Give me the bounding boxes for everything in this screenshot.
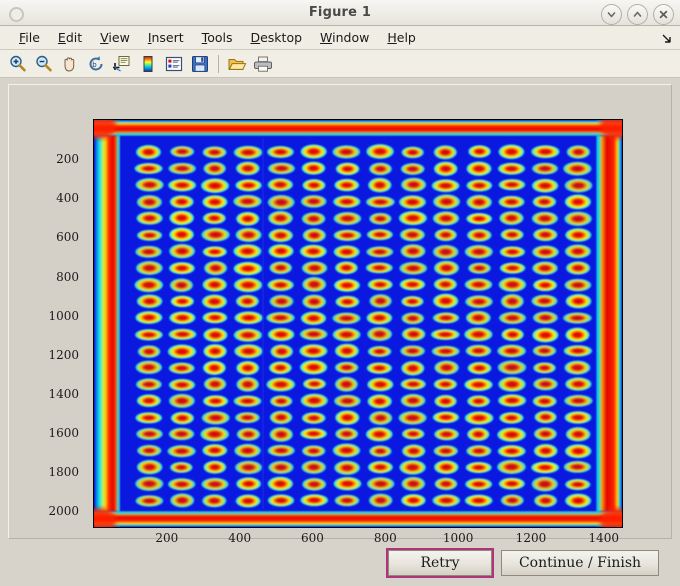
y-tick-label: 1600 [48, 426, 79, 441]
y-tick-label: 1800 [48, 465, 79, 480]
legend-icon[interactable] [162, 52, 186, 76]
x-tick-label: 200 [155, 531, 179, 545]
x-axis-tick-labels: 200 400 600 800 1000 1200 1400 [93, 529, 623, 549]
print-icon[interactable] [251, 52, 275, 76]
y-tick-label: 2000 [48, 504, 79, 519]
menu-desktop[interactable]: Desktop [250, 30, 303, 45]
y-tick-label: 1200 [48, 347, 79, 362]
zoom-in-icon[interactable] [6, 52, 30, 76]
rotate-3d-icon[interactable]: b [84, 52, 108, 76]
menu-list: File Edit View Insert Tools Desktop Wind… [10, 26, 425, 50]
app-circle-icon [9, 7, 24, 22]
retry-button[interactable]: Retry [386, 548, 494, 578]
x-tick-label: 1200 [515, 531, 547, 545]
x-tick-label: 400 [228, 531, 252, 545]
zoom-out-icon[interactable] [32, 52, 56, 76]
menu-view[interactable]: View [100, 30, 130, 45]
heatmap-axes[interactable] [93, 119, 623, 528]
menu-window[interactable]: Window [320, 30, 370, 45]
close-button[interactable] [653, 4, 674, 25]
y-axis-tick-labels: 200 400 600 800 1000 1200 1400 1600 1800 2000 [9, 119, 87, 528]
maximize-button[interactable] [627, 4, 648, 25]
menu-bar: File Edit View Insert Tools Desktop Wind… [0, 26, 680, 50]
open-folder-icon[interactable] [225, 52, 249, 76]
dialog-button-row: Retry Continue / Finish [0, 546, 680, 586]
window-title: Figure 1 [308, 5, 372, 20]
pan-hand-icon[interactable] [58, 52, 82, 76]
x-tick-label: 1400 [588, 531, 620, 545]
figure-toolbar: b [0, 50, 680, 78]
menu-edit[interactable]: Edit [57, 30, 83, 45]
x-tick-label: 800 [373, 531, 397, 545]
continue-finish-button[interactable]: Continue / Finish [501, 550, 659, 576]
y-tick-label: 800 [56, 269, 79, 284]
menu-tools[interactable]: Tools [201, 30, 233, 45]
x-tick-label: 1000 [442, 531, 474, 545]
menu-file[interactable]: File [19, 30, 40, 45]
title-bar: Figure 1 [0, 0, 680, 26]
svg-text:b: b [92, 61, 97, 69]
minimize-button[interactable] [601, 4, 622, 25]
figure-canvas: 200 400 600 800 1000 1200 1400 1600 1800 2000 200… [8, 84, 672, 545]
y-tick-label: 200 [56, 152, 79, 167]
toolbar-separator [218, 54, 219, 73]
menu-insert[interactable]: Insert [147, 30, 184, 45]
data-cursor-icon[interactable] [110, 52, 134, 76]
y-tick-label: 400 [56, 191, 79, 206]
y-tick-label: 1400 [48, 386, 79, 401]
y-tick-label: 600 [56, 230, 79, 245]
menu-help[interactable]: Help [387, 30, 416, 45]
y-tick-label: 1000 [48, 308, 79, 323]
x-tick-label: 600 [301, 531, 324, 545]
save-figure-icon[interactable] [188, 52, 212, 76]
colorbar-icon[interactable] [136, 52, 160, 76]
window-controls [601, 4, 674, 25]
menu-overflow-arrow-icon[interactable] [660, 31, 674, 45]
